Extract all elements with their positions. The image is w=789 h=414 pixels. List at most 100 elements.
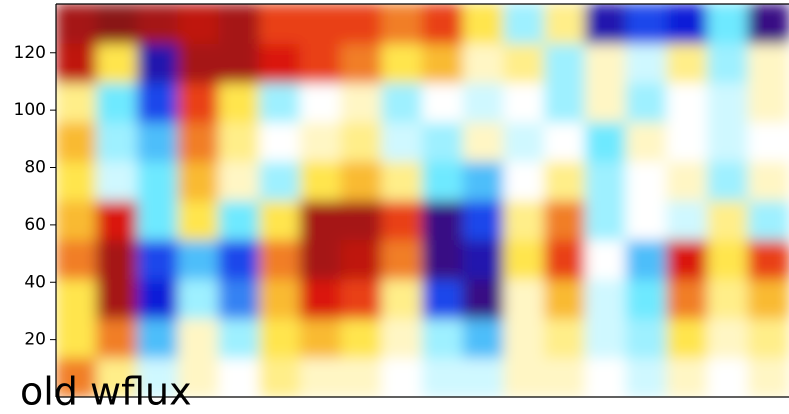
- heat-cell: [177, 4, 220, 44]
- heat-cell: [462, 357, 505, 397]
- heat-cell: [462, 121, 505, 162]
- heat-cell: [747, 82, 789, 123]
- heat-cell: [666, 278, 709, 319]
- heat-cell: [136, 4, 179, 44]
- heat-cell: [422, 42, 464, 84]
- heat-cell: [96, 317, 138, 359]
- heat-cell: [96, 278, 138, 319]
- heat-cell: [707, 82, 749, 123]
- heat-cell: [299, 278, 342, 319]
- heat-cell: [177, 317, 220, 359]
- heat-cell: [381, 357, 423, 397]
- heat-cell: [503, 278, 546, 319]
- heat-cell: [299, 357, 342, 397]
- heat-cell: [340, 42, 383, 84]
- heat-cell: [584, 239, 627, 280]
- heat-cell: [299, 42, 342, 84]
- heat-cell: [422, 200, 464, 241]
- heat-cell: [707, 42, 749, 84]
- heat-cell: [177, 82, 220, 123]
- heat-cell: [503, 239, 546, 280]
- heat-cell: [625, 239, 668, 280]
- heat-cell: [381, 239, 423, 280]
- heat-cell: [96, 239, 138, 280]
- heat-cell: [625, 200, 668, 241]
- heat-cell: [299, 121, 342, 162]
- heat-cell: [96, 4, 138, 44]
- heat-cell: [259, 82, 301, 123]
- y-tick-label: 100: [14, 100, 46, 120]
- heat-cell: [96, 42, 138, 84]
- heat-cell: [136, 357, 179, 397]
- heat-cell: [544, 160, 586, 201]
- heat-cell: [56, 121, 98, 162]
- heat-cell: [747, 4, 789, 44]
- heat-cell: [544, 42, 586, 84]
- heat-cell: [625, 317, 668, 359]
- heat-cell: [584, 121, 627, 162]
- heat-cell: [584, 317, 627, 359]
- heat-cell: [625, 160, 668, 201]
- heat-cell: [136, 317, 179, 359]
- heat-cell: [544, 239, 586, 280]
- heat-cell: [136, 121, 179, 162]
- heat-cell: [96, 160, 138, 201]
- heat-cell: [340, 200, 383, 241]
- heat-cell: [666, 4, 709, 44]
- heat-cell: [299, 160, 342, 201]
- heat-cell: [177, 278, 220, 319]
- heat-cell: [422, 121, 464, 162]
- heat-cell: [707, 4, 749, 44]
- heat-cell: [707, 121, 749, 162]
- heat-cell: [177, 121, 220, 162]
- heat-cell: [177, 239, 220, 280]
- y-tick-label: 120: [14, 43, 46, 63]
- heat-cell: [259, 200, 301, 241]
- heat-cell: [218, 278, 261, 319]
- heat-cell: [625, 4, 668, 44]
- heat-cell: [177, 42, 220, 84]
- heat-cell: [422, 357, 464, 397]
- heat-cell: [136, 160, 179, 201]
- heat-cell: [666, 121, 709, 162]
- heat-cell: [666, 200, 709, 241]
- heat-cell: [584, 82, 627, 123]
- heat-cell: [707, 239, 749, 280]
- heat-cell: [381, 200, 423, 241]
- heat-cell: [218, 42, 261, 84]
- heat-cell: [584, 278, 627, 319]
- heat-cell: [544, 357, 586, 397]
- heat-cell: [218, 239, 261, 280]
- heat-cell: [56, 4, 98, 44]
- heat-cell: [503, 357, 546, 397]
- heat-cell: [96, 200, 138, 241]
- heat-cell: [584, 357, 627, 397]
- heat-cell: [584, 4, 627, 44]
- axes: 20 40 60 80 100 120: [14, 3, 789, 398]
- heat-cell: [96, 121, 138, 162]
- heat-cell: [544, 278, 586, 319]
- heat-cell: [666, 239, 709, 280]
- heat-cell: [218, 357, 261, 397]
- y-tick-label: 40: [24, 272, 46, 292]
- heat-cell: [747, 42, 789, 84]
- heat-cell: [625, 278, 668, 319]
- heat-cell: [56, 82, 98, 123]
- heat-cell: [218, 200, 261, 241]
- heat-cell: [584, 160, 627, 201]
- heat-cell: [381, 82, 423, 123]
- heat-cell: [666, 42, 709, 84]
- heat-cell: [747, 357, 789, 397]
- heat-cell: [56, 357, 98, 397]
- heat-cell: [503, 200, 546, 241]
- heat-cell: [747, 121, 789, 162]
- heat-cell: [259, 160, 301, 201]
- heat-cell: [218, 160, 261, 201]
- heat-cell: [340, 160, 383, 201]
- heat-cell: [136, 239, 179, 280]
- heat-cell: [625, 357, 668, 397]
- heat-cell: [544, 4, 586, 44]
- heat-cell: [136, 278, 179, 319]
- heat-cell: [340, 82, 383, 123]
- heat-cell: [462, 317, 505, 359]
